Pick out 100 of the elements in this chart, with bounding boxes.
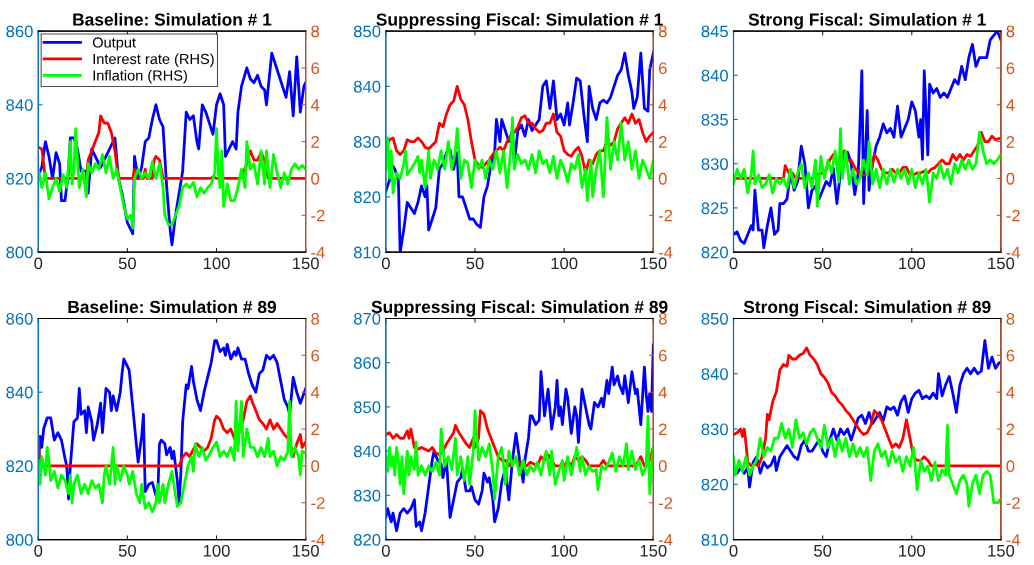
y2-tick-label: 0 <box>658 172 667 185</box>
y-tick-label: 860 <box>6 312 33 325</box>
chart-title: Strong Fiscal: Simulation # 89 <box>743 300 991 317</box>
x-tick-label: 50 <box>466 257 484 270</box>
y2-tick-label: 6 <box>1006 349 1015 362</box>
line-series <box>38 400 306 514</box>
y2-tick-label: 0 <box>311 172 320 185</box>
y-tick-label: 810 <box>701 533 728 546</box>
y2-tick-label: 2 <box>658 136 667 148</box>
y2-tick-label: 8 <box>311 312 320 325</box>
y-tick-label: 850 <box>353 401 381 414</box>
x-tick-label: 150 <box>293 257 319 270</box>
x-tick-label: 100 <box>899 544 926 557</box>
y2-tick-label: 0 <box>311 460 320 473</box>
line-series <box>38 339 306 505</box>
y-tick-label: 830 <box>353 489 381 502</box>
y2-tick-label: 4 <box>310 386 320 399</box>
y2-tick-label: 4 <box>1006 99 1015 111</box>
y-tick-label: 840 <box>6 99 33 111</box>
x-tick-label: 0 <box>729 544 738 557</box>
y2-tick-label: 8 <box>311 25 320 38</box>
y2-tick-label: -4 <box>658 534 673 546</box>
x-tick-label: 100 <box>551 544 578 557</box>
x-tick-label: 0 <box>381 257 390 270</box>
y-tick-label: 820 <box>6 460 33 473</box>
y-tick-label: 835 <box>701 113 728 126</box>
x-tick-label: 0 <box>381 544 390 557</box>
y2-tick-label: 6 <box>311 62 320 75</box>
y2-tick-label: 6 <box>658 62 667 75</box>
y2-tick-label: 8 <box>658 25 667 38</box>
x-tick-label: 50 <box>814 544 832 557</box>
x-tick-label: 50 <box>466 544 484 557</box>
y2-tick-label: 8 <box>1006 25 1015 38</box>
chart-title: Baseline: Simulation # 89 <box>68 300 277 314</box>
y2-tick-label: -4 <box>658 246 673 259</box>
y2-tick-label: 2 <box>1006 136 1015 148</box>
x-tick-label: 100 <box>551 257 578 270</box>
y2-tick-label: -4 <box>311 534 325 546</box>
y-tick-label: 840 <box>701 368 728 380</box>
y-tick-label: 830 <box>353 136 381 148</box>
x-tick-label: 150 <box>640 544 667 557</box>
y2-tick-label: -2 <box>311 209 325 222</box>
y-tick-label: 840 <box>353 80 381 93</box>
x-tick-label: 150 <box>988 257 1015 270</box>
y2-tick-label: 6 <box>1006 62 1015 75</box>
x-tick-label: 50 <box>118 257 137 270</box>
y-tick-label: 800 <box>6 533 33 546</box>
y2-tick-label: -2 <box>1006 209 1020 222</box>
y2-tick-label: 2 <box>658 423 667 436</box>
y-tick-label: 830 <box>701 423 728 436</box>
chart-title: Baseline: Simulation # 1 <box>73 12 272 26</box>
y-tick-label: 840 <box>353 445 381 458</box>
y-tick-label: 825 <box>701 202 728 215</box>
x-tick-label: 0 <box>34 544 43 557</box>
y2-tick-label: 4 <box>1006 386 1015 399</box>
legend-label: Output <box>92 37 136 51</box>
line-series <box>733 127 1001 208</box>
y-tick-label: 820 <box>6 172 33 185</box>
line-series <box>385 409 654 501</box>
y2-tick-label: -2 <box>658 497 673 509</box>
line-series <box>385 116 654 202</box>
y-tick-label: 800 <box>6 246 33 259</box>
y-tick-label: 845 <box>701 25 728 38</box>
x-tick-label: 50 <box>814 257 832 270</box>
x-tick-label: 0 <box>34 257 43 270</box>
y2-tick-label: -4 <box>1006 534 1021 546</box>
y2-tick-label: 4 <box>310 99 320 111</box>
legend-label: Inflation (RHS) <box>93 69 187 84</box>
y2-tick-label: 2 <box>311 423 319 436</box>
y2-tick-label: -4 <box>311 246 325 259</box>
y2-tick-label: 0 <box>1006 172 1015 185</box>
x-tick-label: 100 <box>203 544 230 557</box>
y2-tick-label: -2 <box>311 497 325 509</box>
y-tick-label: 840 <box>701 69 728 82</box>
y-tick-label: 850 <box>701 312 728 325</box>
y-tick-label: 860 <box>353 357 381 369</box>
x-tick-label: 100 <box>899 257 926 270</box>
line-series <box>385 343 654 533</box>
y2-tick-label: -4 <box>1006 246 1021 259</box>
y2-tick-label: -2 <box>658 209 673 222</box>
y-tick-label: 820 <box>701 478 728 491</box>
y-tick-label: 840 <box>6 386 33 399</box>
y2-tick-label: 6 <box>658 349 667 362</box>
legend-label: Interest rate (RHS) <box>93 53 214 68</box>
y2-tick-label: -2 <box>1006 497 1020 509</box>
x-tick-label: 150 <box>640 257 667 270</box>
y2-tick-label: 4 <box>658 99 667 111</box>
y-tick-label: 810 <box>353 246 381 259</box>
line-series <box>733 346 1001 468</box>
x-tick-label: 150 <box>988 544 1015 557</box>
x-tick-label: 100 <box>203 257 230 270</box>
y2-tick-label: 2 <box>311 136 319 148</box>
y2-tick-label: 8 <box>1006 312 1015 325</box>
y2-tick-label: 0 <box>658 460 667 473</box>
y2-tick-label: 4 <box>658 386 667 399</box>
x-tick-label: 50 <box>118 544 137 557</box>
chart-title: Strong Fiscal: Simulation # 1 <box>748 12 986 30</box>
x-tick-label: 150 <box>293 544 319 557</box>
y-tick-label: 820 <box>353 191 381 204</box>
y-tick-label: 830 <box>701 158 728 170</box>
